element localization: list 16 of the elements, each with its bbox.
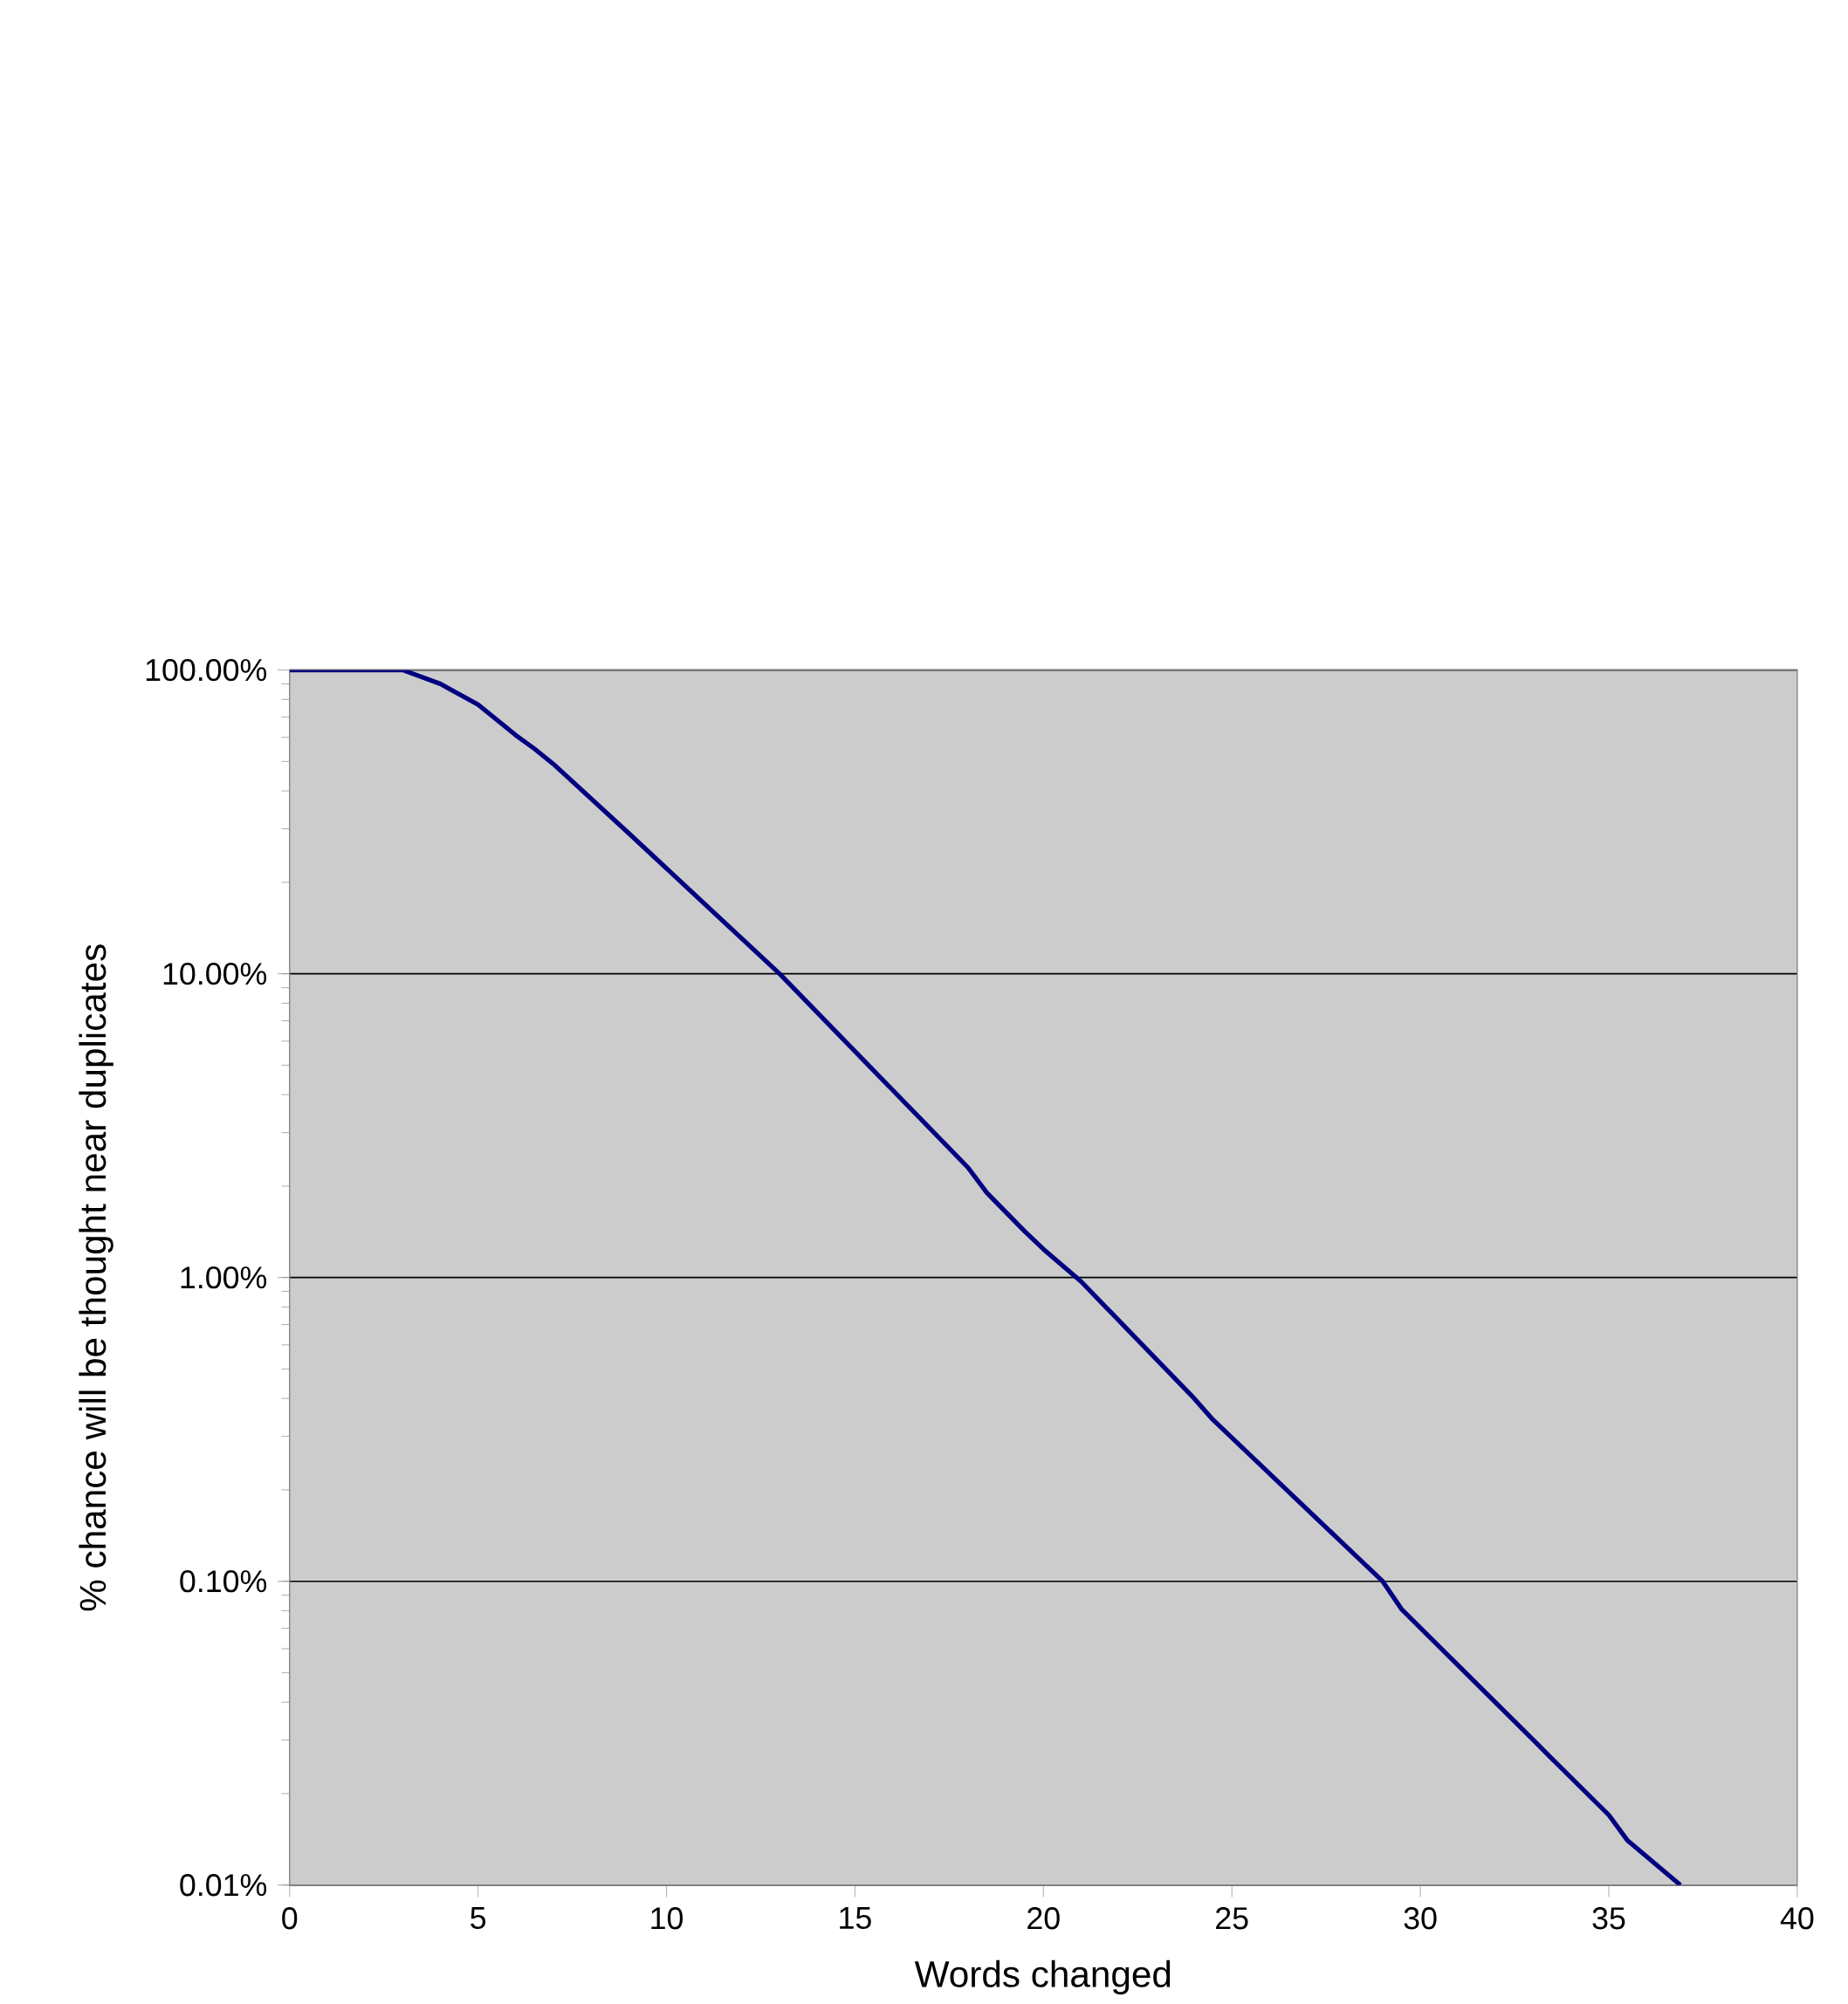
- x-tick-label: 5: [470, 1907, 485, 1930]
- x-tick-label: 25: [1215, 1907, 1248, 1930]
- x-tick-label: 0: [281, 1907, 298, 1930]
- x-tick-label: 15: [840, 1907, 871, 1930]
- y-tick-label: 0.01%: [180, 1874, 266, 1897]
- x-axis-title: Words changed: [914, 1959, 1171, 1995]
- y-tick-label: 0.10%: [180, 1570, 266, 1593]
- x-tick-label: 10: [651, 1907, 683, 1930]
- y-tick-label: 1.00%: [181, 1266, 266, 1289]
- y-tick-label: 100.00%: [146, 659, 266, 682]
- y-tick-label: 10.00%: [163, 963, 266, 985]
- x-tick-label: 40: [1780, 1907, 1814, 1930]
- x-tick-label: 20: [1027, 1907, 1060, 1930]
- x-tick-label: 30: [1404, 1907, 1437, 1930]
- x-tick-label: 35: [1592, 1907, 1625, 1930]
- y-axis-title: % chance will be thought near duplicates: [79, 944, 113, 1611]
